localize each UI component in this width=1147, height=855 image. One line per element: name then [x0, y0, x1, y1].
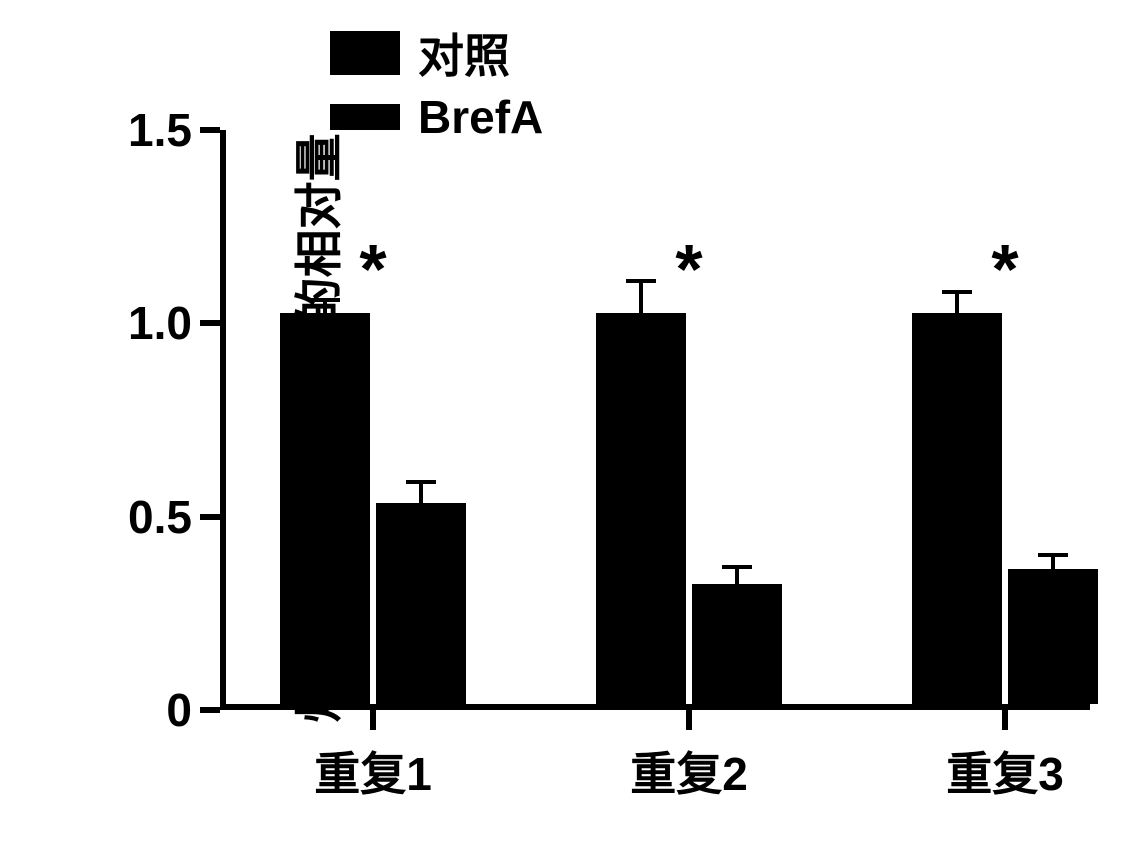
bar	[692, 584, 782, 704]
bar	[912, 313, 1002, 704]
legend-swatch	[330, 31, 400, 75]
x-tick	[1002, 710, 1008, 730]
error-bar-stem	[419, 482, 423, 509]
legend-item-control: 对照	[330, 20, 543, 86]
error-bar-cap	[1038, 553, 1068, 557]
error-bar-stem	[639, 281, 643, 320]
error-bar-stem	[1051, 555, 1055, 574]
bar	[596, 313, 686, 704]
error-bar-stem	[735, 567, 739, 590]
bar	[280, 313, 370, 704]
error-bar-cap	[626, 279, 656, 283]
error-bar-cap	[310, 298, 340, 302]
significance-star: *	[675, 234, 702, 304]
y-tick-label: 1.0	[128, 296, 192, 350]
error-bar-cap	[722, 565, 752, 569]
legend-label: 对照	[418, 20, 510, 86]
y-axis-line	[220, 130, 226, 710]
error-bar-stem	[955, 292, 959, 319]
y-tick-label: 0.5	[128, 490, 192, 544]
y-tick	[200, 707, 220, 713]
x-group-label: 重复1	[314, 738, 432, 804]
y-tick-label: 0	[166, 683, 192, 737]
bar	[376, 503, 466, 704]
significance-star: *	[359, 234, 386, 304]
y-tick	[200, 514, 220, 520]
error-bar-cap	[406, 480, 436, 484]
legend-swatch	[330, 104, 400, 130]
legend: 对照 BrefA	[330, 20, 543, 148]
y-tick	[200, 320, 220, 326]
y-tick	[200, 127, 220, 133]
plot-area: 00.51.01.5重复1*重复2*重复3*	[220, 130, 1090, 710]
x-group-label: 重复3	[946, 738, 1064, 804]
error-bar-cap	[942, 290, 972, 294]
bar	[1008, 569, 1098, 704]
x-axis-line	[220, 704, 1090, 710]
x-tick	[686, 710, 692, 730]
error-bar-stem	[323, 300, 327, 319]
x-tick	[370, 710, 376, 730]
chart-container: 烟粉虱体内TYLCV的相对量 对照 BrefA 00.51.01.5重复1*重复…	[0, 0, 1147, 855]
significance-star: *	[991, 234, 1018, 304]
x-group-label: 重复2	[630, 738, 748, 804]
y-tick-label: 1.5	[128, 103, 192, 157]
